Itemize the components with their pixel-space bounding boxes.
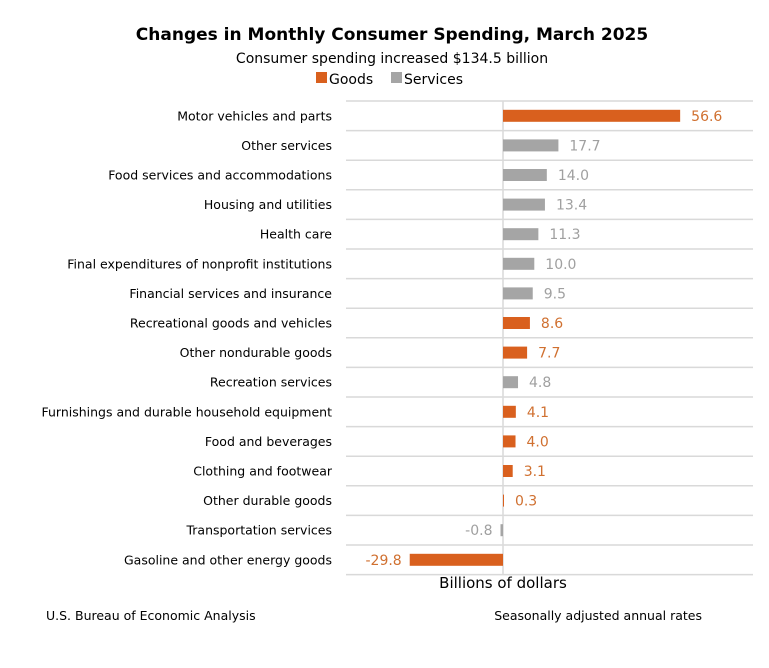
data-label: 56.6 [691,109,722,125]
source-note: U.S. Bureau of Economic Analysis [46,608,256,623]
category-label: Other nondurable goods [180,345,332,360]
data-label: 0.3 [515,494,537,510]
legend-label-goods: Goods [329,72,373,88]
data-label: 17.7 [569,138,600,154]
bar-services [503,287,533,300]
category-label: Transportation services [185,523,332,538]
data-label: 14.0 [558,168,589,184]
chart-subtitle: Consumer spending increased $134.5 billi… [236,51,548,67]
category-label: Other services [241,138,332,153]
category-label: Other durable goods [203,493,332,508]
data-label: 13.4 [556,198,587,214]
bar-services [500,524,503,537]
data-label: -0.8 [465,523,492,539]
category-label: Recreational goods and vehicles [130,316,332,331]
category-label: Food services and accommodations [108,168,332,183]
legend-swatch-goods [316,72,327,83]
chart-title: Changes in Monthly Consumer Spending, Ma… [136,25,648,45]
bar-goods [503,435,516,448]
bar-services [503,257,535,270]
bar-services [503,228,539,241]
legend-label-services: Services [404,72,463,88]
data-label: 3.1 [524,464,546,480]
bar-services [503,169,547,181]
bar-goods [503,405,516,418]
bar-goods [409,553,503,566]
bar-goods [503,317,530,329]
data-label: 8.6 [541,316,563,332]
bar-goods [503,465,513,477]
data-label: 9.5 [544,286,566,302]
category-label: Recreation services [210,375,332,390]
bar-services [503,198,545,211]
legend-swatch-services [391,72,402,83]
bar-services [503,376,519,389]
category-label: Food and beverages [205,434,332,449]
bar-services [503,139,559,152]
data-label: -29.8 [365,553,401,569]
bar-goods [503,109,681,122]
data-label: 4.0 [527,434,549,450]
data-label: 11.3 [549,227,580,243]
data-label: 10.0 [545,257,576,273]
data-label: 4.8 [529,375,551,391]
category-label: Gasoline and other energy goods [124,552,332,567]
category-label: Housing and utilities [204,197,332,212]
x-axis-label: Billions of dollars [439,574,567,592]
data-label: 4.1 [527,405,549,421]
category-label: Final expenditures of nonprofit institut… [67,256,332,271]
rates-note: Seasonally adjusted annual rates [494,608,702,623]
category-label: Motor vehicles and parts [177,108,332,123]
category-label: Health care [260,227,332,242]
category-label: Furnishings and durable household equipm… [41,404,332,419]
bar-goods [503,494,504,507]
category-label: Clothing and footwear [193,464,333,479]
legend: Goods Services [316,72,463,88]
category-label: Financial services and insurance [129,286,332,301]
data-label: 7.7 [538,346,560,362]
bar-goods [503,346,528,359]
